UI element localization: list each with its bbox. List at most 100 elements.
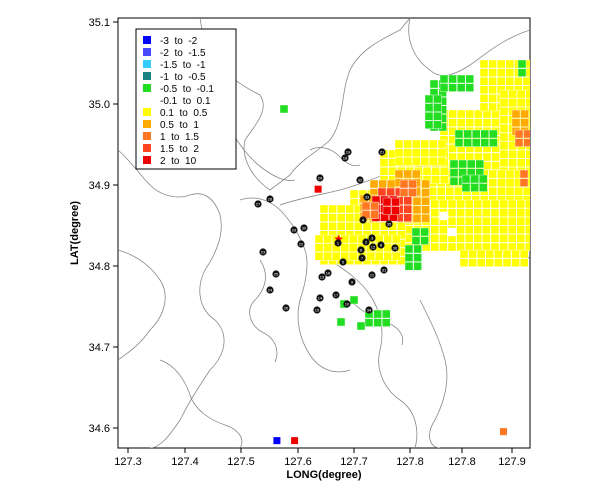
x-tick-label: 127.8 (448, 456, 476, 468)
grid-cell (392, 251, 401, 261)
station-marker (363, 193, 371, 201)
grid-cell (279, 104, 289, 114)
grid-cell (465, 109, 474, 119)
grid-cell (520, 249, 529, 259)
grid-cell (328, 204, 337, 214)
grid-cell (479, 183, 488, 192)
grid-cell (465, 199, 474, 209)
grid-cell (412, 156, 421, 166)
grid-cell (447, 199, 457, 209)
grid-cell (511, 249, 520, 259)
station-marker (332, 291, 340, 299)
grid-cell (525, 208, 530, 217)
station-number: 13 (320, 274, 325, 279)
grid-cell (448, 74, 457, 84)
axes: 127.3 127.4 127.5 127.6 127.7 127.8 127.8 127.9… (89, 17, 526, 468)
grid-cell (413, 253, 422, 262)
station-number: 31 (382, 267, 387, 272)
grid-cell (497, 169, 506, 179)
grid-cell (454, 129, 464, 139)
station-number: 9 (351, 279, 354, 284)
legend-swatch (143, 144, 151, 152)
station-number: 35 (387, 221, 392, 226)
grid-cell (497, 178, 506, 187)
grid-cell (511, 118, 521, 127)
station-number: 30 (302, 225, 307, 230)
grid-cell (328, 221, 337, 231)
grid-cell (439, 234, 448, 243)
legend-label: -2 to -1.5 (160, 48, 206, 59)
grid-cell (382, 197, 392, 207)
grid-cell (519, 178, 529, 187)
legend-label: 2 to 10 (160, 156, 197, 167)
grid-cell (488, 85, 497, 95)
grid-cell (408, 179, 417, 189)
grid-cell (525, 199, 530, 209)
grid-cell (429, 148, 438, 157)
grid-cell (424, 111, 434, 121)
station-number: 12 (371, 244, 376, 249)
station-marker (368, 271, 376, 279)
grid-cell (488, 102, 497, 112)
grid-cell (491, 161, 500, 170)
x-tick-label: 127.5 (227, 456, 255, 468)
grid-cell (411, 227, 421, 237)
grid-cell (465, 216, 474, 226)
grid-cell (428, 186, 437, 196)
grid-cell (399, 188, 409, 197)
grid-cell (467, 159, 476, 169)
station-number: 8 (380, 242, 383, 247)
station-marker (343, 300, 351, 308)
grid-cell (424, 94, 434, 104)
grid-cell (391, 206, 400, 215)
grid-cell (458, 159, 467, 169)
grid-cell (514, 186, 523, 196)
grid-cell (387, 179, 396, 189)
station-number: 33 (365, 194, 370, 199)
grid-cell (397, 221, 406, 231)
grid-cell (413, 262, 422, 271)
grid-cell (454, 186, 463, 196)
grid-cell (337, 221, 346, 231)
grid-cell (456, 216, 465, 226)
station-marker (344, 148, 352, 156)
grid-cell (314, 243, 324, 252)
grid-cell (404, 262, 414, 271)
grid-cell (424, 120, 434, 130)
grid-cell (517, 149, 526, 159)
grid-cell (424, 103, 434, 112)
station-number: 15 (315, 307, 320, 312)
station-number: 34 (367, 307, 372, 312)
grid-cell (349, 198, 359, 207)
grid-cell (349, 234, 358, 244)
station-number: 20 (318, 175, 323, 180)
grid-cell (508, 98, 517, 107)
grid-cell (499, 225, 508, 235)
grid-cell (463, 138, 472, 147)
grid-cell (482, 199, 491, 209)
grid-cell (520, 258, 529, 267)
grid-cell (433, 94, 442, 104)
grid-cell (482, 118, 492, 127)
grid-cell (332, 251, 341, 261)
grid-cell (525, 98, 530, 107)
station-marker (297, 240, 305, 248)
grid-cell (430, 216, 439, 226)
grid-cell (488, 178, 497, 187)
y-tick-label: 34.7 (89, 342, 110, 354)
station-marker (282, 304, 290, 312)
x-tick-label: 127.8 (396, 456, 424, 468)
grid-cell (420, 148, 429, 157)
grid-cell (479, 102, 489, 112)
grid-cell (345, 221, 354, 231)
grid-cell (525, 234, 530, 243)
legend-box (135, 28, 237, 170)
grid-cell (323, 243, 332, 252)
grid-cell (413, 244, 422, 254)
grid-cell (465, 208, 474, 217)
grid-cell (430, 225, 439, 235)
station-number: 24 (268, 287, 273, 292)
y-tick-label: 35.0 (89, 99, 110, 111)
grid-cell (439, 83, 449, 92)
